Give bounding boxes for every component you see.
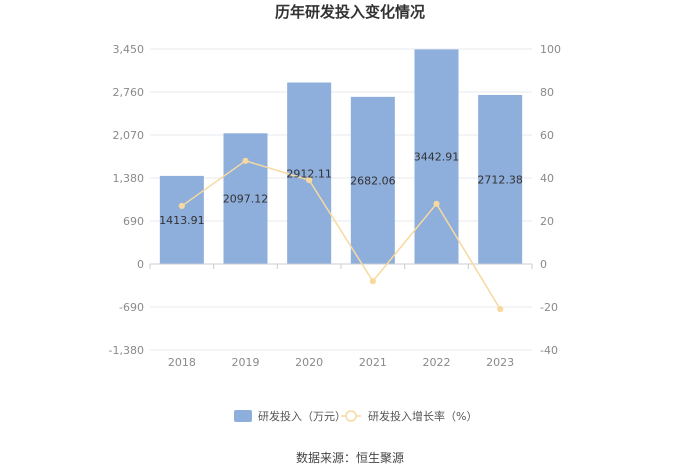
growth-rate-line [181, 159, 501, 310]
legend-swatch-point [345, 410, 357, 422]
x-tick-label-2020: 2020 [295, 356, 323, 369]
left-y-tick-label: 3,450 [113, 43, 145, 56]
right-y-tick-label: -20 [540, 301, 558, 314]
left-y-tick-label: 0 [137, 258, 144, 271]
left-y-tick-label: 2,760 [113, 86, 145, 99]
growth-point-2021 [369, 278, 376, 285]
left-y-tick-label: -690 [119, 301, 144, 314]
x-tick-label-2019: 2019 [232, 356, 260, 369]
right-y-tick-label: 0 [540, 258, 547, 271]
growth-point-2019 [242, 157, 249, 164]
x-tick-label-2018: 2018 [168, 356, 196, 369]
right-y-tick-label: 80 [540, 86, 554, 99]
bar-value-label-2019: 2097.12 [223, 193, 269, 206]
x-tick-label-2023: 2023 [486, 356, 514, 369]
bar-value-label-2018: 1413.91 [159, 214, 205, 227]
left-y-tick-label: 1,380 [113, 172, 145, 185]
legend-label-bar: 研发投入（万元） [258, 409, 346, 423]
right-y-tick-label: 20 [540, 215, 554, 228]
left-y-axis: 3,450 2,760 2,070 1,380 690 0 -690 -1,380 [109, 43, 144, 357]
bar-2020 [287, 82, 332, 264]
bar-2023 [478, 94, 523, 264]
growth-point-2018 [178, 202, 185, 210]
growth-point-2023 [497, 306, 504, 313]
right-y-tick-label: 60 [540, 129, 554, 142]
bar-data-labels: 1413.91 2097.12 2912.11 2682.06 3442.91 2712.… [159, 151, 523, 227]
data-source: 数据来源：恒生聚源 [296, 450, 404, 465]
line-series [178, 157, 504, 313]
right-y-tick-label: 40 [540, 172, 554, 185]
bar-2018 [159, 175, 204, 264]
bar-value-label-2023: 2712.38 [477, 173, 523, 186]
left-y-tick-label: 690 [123, 215, 144, 228]
bar-value-label-2020: 2912.11 [286, 167, 332, 180]
x-axis: 2018 2019 2020 2021 2022 2023 [168, 356, 514, 369]
left-y-tick-label: -1,380 [109, 344, 144, 357]
right-y-tick-label: 100 [540, 43, 561, 56]
legend-swatch-bar [234, 410, 252, 422]
grid-lines [150, 48, 532, 351]
legend-label-line: 研发投入增长率（%） [368, 409, 477, 423]
right-y-axis: 100 80 60 40 20 0 -20 -40 [540, 43, 561, 357]
growth-point-2022 [433, 200, 440, 207]
chart-title: 历年研发投入变化情况 [275, 3, 425, 21]
bar-value-label-2021: 2682.06 [350, 174, 396, 187]
x-axis-baseline [149, 263, 533, 269]
right-y-tick-label: -40 [540, 344, 558, 357]
legend[interactable]: 研发投入（万元） 研发投入增长率（%） [234, 409, 477, 423]
x-tick-label-2022: 2022 [423, 356, 451, 369]
left-y-tick-label: 2,070 [113, 129, 145, 142]
bar-2021 [350, 96, 395, 264]
bar-value-label-2022: 3442.91 [414, 151, 460, 164]
bar-2019 [223, 133, 268, 264]
growth-point-2020 [306, 177, 313, 184]
x-tick-label-2021: 2021 [359, 356, 387, 369]
